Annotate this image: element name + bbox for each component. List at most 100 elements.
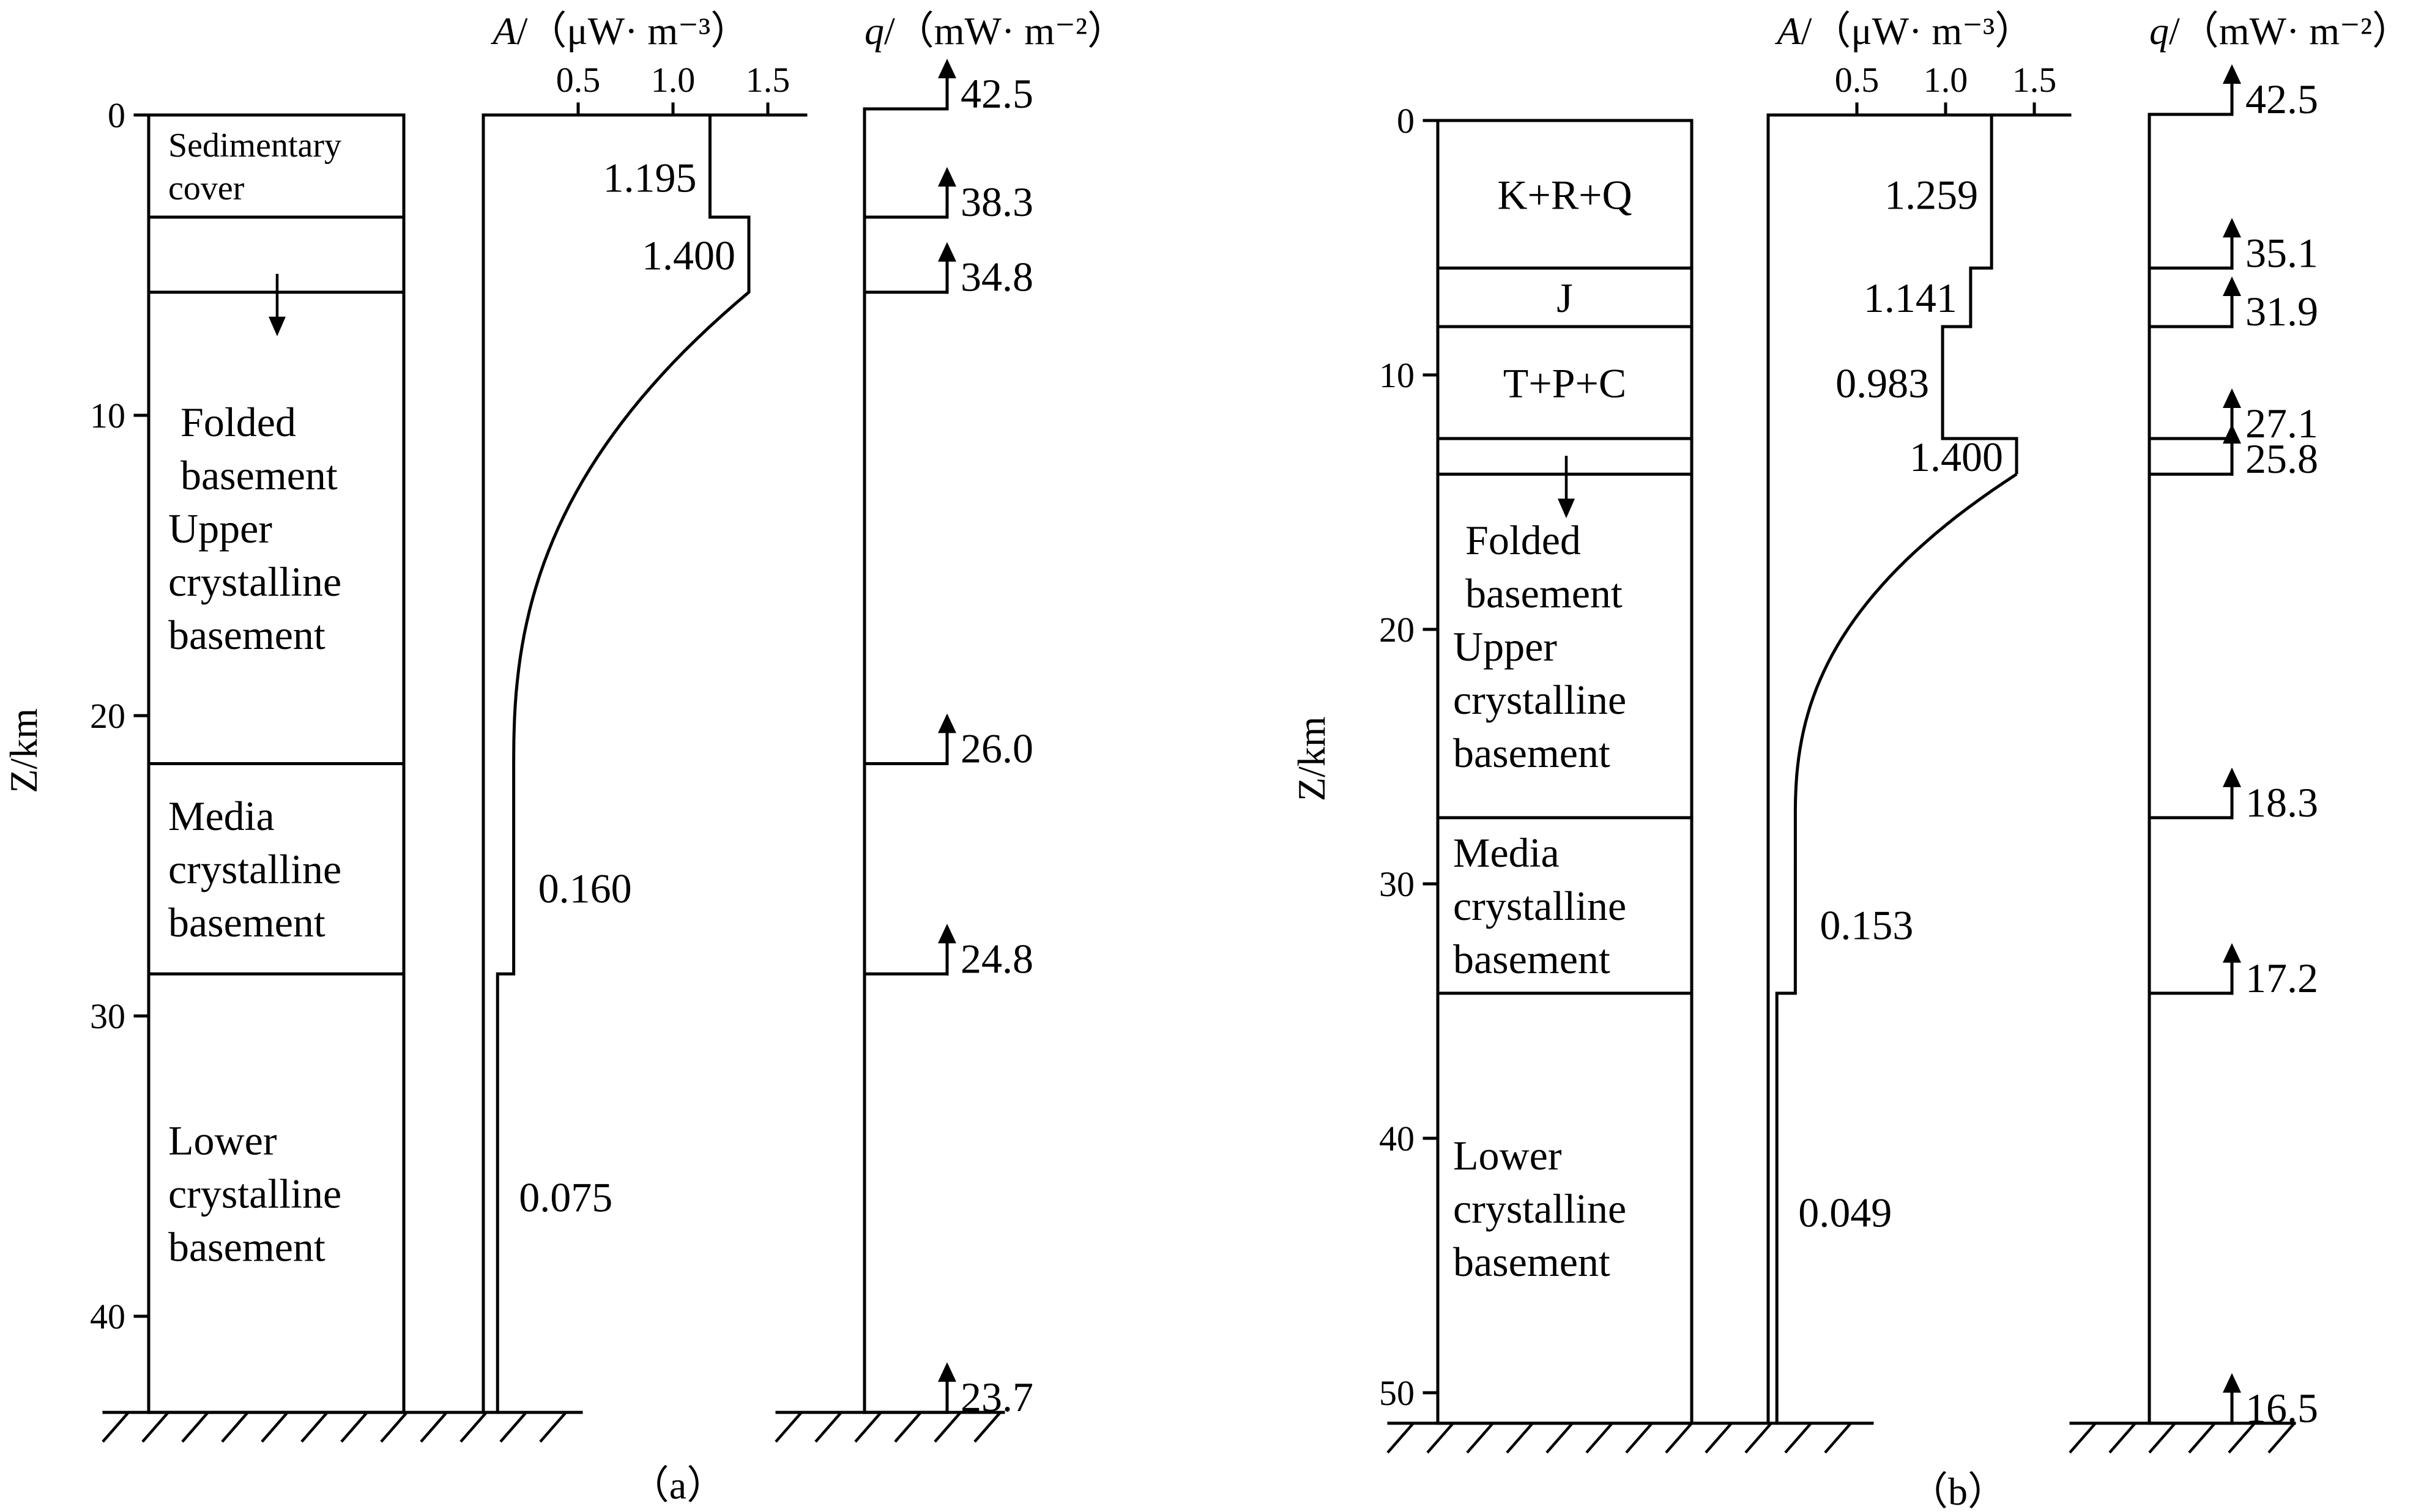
heat-flow-symbol: q <box>865 9 884 53</box>
heat-production-tick-label: 1.5 <box>746 60 790 100</box>
ground-hatch <box>1386 1422 1415 1454</box>
heat-flow-arrow-head <box>2223 276 2241 296</box>
heat-flow-units: /（mW· m⁻²） <box>2169 9 2411 53</box>
down-arrow-head <box>1558 498 1575 519</box>
layer-label: basement <box>1453 1239 1610 1285</box>
heat-production-value-label: 0.983 <box>1835 360 1929 406</box>
depth-tick-label: 30 <box>1379 864 1415 904</box>
layer-label: Media <box>168 793 275 839</box>
layer-label: Upper <box>1453 623 1557 670</box>
ground-hatch <box>1466 1422 1494 1454</box>
heat-flow-arrow-head <box>938 924 956 944</box>
layer-label: Sedimentary <box>168 127 341 165</box>
heat-production-tick-label: 1.0 <box>1924 60 1968 100</box>
ground-hatch <box>934 1411 962 1443</box>
heat-flow-arrow-head <box>2223 64 2241 84</box>
heat-production-value-label: 1.141 <box>1864 275 1957 321</box>
heat-flow-arrow-head <box>938 713 956 733</box>
heat-production-symbol: A <box>491 9 518 53</box>
heat-production-value-label: 0.153 <box>1820 902 1913 948</box>
ground-hatch <box>1625 1422 1653 1454</box>
heat-flow-arrow-head <box>2223 218 2241 238</box>
heat-production-value-label: 0.075 <box>519 1174 612 1221</box>
ground-hatch <box>894 1411 922 1443</box>
heat-production-value-label: 1.400 <box>1910 434 2003 480</box>
heat-flow-arrow-head <box>2223 424 2241 444</box>
ground-hatch <box>2267 1422 2296 1454</box>
ground-hatch <box>1506 1422 1534 1454</box>
ground-hatch <box>102 1411 130 1443</box>
heat-production-tick-label: 0.5 <box>556 60 601 100</box>
heat-production-value-label: 0.160 <box>538 865 632 911</box>
ground-hatch <box>854 1411 882 1443</box>
ground-hatch <box>141 1411 169 1443</box>
layer-label: basement <box>168 899 325 946</box>
heat-flow-arrow-head <box>2223 1373 2241 1393</box>
panel-b: 0 10 20 30 40 50 Z/km K+R+Q J T+P+C Folded basement… <box>1290 9 2411 1512</box>
layer-label: crystalline <box>1453 676 1626 723</box>
heat-production-header: A/（μW· m⁻³） <box>491 9 750 53</box>
heat-production-header: A/（μW· m⁻³） <box>1775 9 2034 53</box>
ground-hatch <box>459 1411 488 1443</box>
layer-label: Folded <box>1465 517 1581 563</box>
layer-label: T+P+C <box>1503 360 1626 406</box>
ground-hatch <box>1824 1422 1852 1454</box>
heat-production-value-label: 1.259 <box>1884 172 1978 218</box>
layer-label: basement <box>180 452 338 498</box>
heat-flow-units: /（mW· m⁻²） <box>884 9 1126 53</box>
ground-hatch <box>420 1411 448 1443</box>
layer-label: Lower <box>168 1117 277 1163</box>
ground-hatch <box>2108 1422 2136 1454</box>
ground-hatch <box>300 1411 329 1443</box>
heat-production-value-label: 0.049 <box>1798 1189 1892 1236</box>
panel-caption: （b） <box>1909 1470 2007 1512</box>
heat-flow-value-label: 17.2 <box>2245 955 2318 1001</box>
layer-label: J <box>1556 275 1572 321</box>
depth-tick-label: 20 <box>90 696 125 736</box>
layer-label: crystalline <box>1453 883 1626 929</box>
heat-production-units: /（μW· m⁻³） <box>517 9 750 53</box>
depth-tick-label: 50 <box>1379 1373 1415 1413</box>
panel-caption: （a） <box>630 1464 726 1507</box>
ground-hatch <box>221 1411 249 1443</box>
ground-hatch <box>2069 1422 2097 1454</box>
ground-hatch <box>1705 1422 1733 1454</box>
heat-production-tick-label: 0.5 <box>1835 60 1880 100</box>
heat-flow-value-label: 24.8 <box>961 935 1033 982</box>
ground-hatch <box>1744 1422 1772 1454</box>
heat-production-profile <box>496 113 751 1414</box>
heat-flow-value-label: 42.5 <box>961 70 1033 117</box>
depth-tick-label: 40 <box>90 1297 125 1336</box>
heat-flow-value-label: 26.0 <box>961 725 1033 772</box>
heat-production-symbol: A <box>1775 9 1802 53</box>
heat-flow-arrow-head <box>2223 767 2241 787</box>
ground-hatch <box>775 1411 803 1443</box>
heat-flow-arrow-head <box>938 242 956 262</box>
ground-hatch <box>2228 1422 2256 1454</box>
depth-tick-label: 20 <box>1379 610 1415 650</box>
heat-flow-value-label: 25.8 <box>2245 435 2318 482</box>
layer-label: basement <box>168 612 325 658</box>
heat-flow-value-label: 35.1 <box>2245 229 2318 276</box>
heat-production-units: /（μW· m⁻³） <box>1801 9 2034 53</box>
ground-hatch <box>1784 1422 1812 1454</box>
layer-label: basement <box>168 1223 325 1270</box>
depth-tick-label: 0 <box>1397 101 1415 141</box>
ground-hatch <box>499 1411 527 1443</box>
heat-flow-value-label: 34.8 <box>961 254 1033 300</box>
heat-flow-arrow-head <box>2223 388 2241 408</box>
ground-hatch <box>2188 1422 2216 1454</box>
heat-production-value-label: 1.195 <box>603 154 696 201</box>
layer-label: K+R+Q <box>1497 171 1632 218</box>
heat-flow-arrow-head <box>938 59 956 78</box>
layer-label: crystalline <box>1453 1185 1626 1232</box>
layer-label: basement <box>1465 570 1623 617</box>
layer-label: Upper <box>168 505 272 552</box>
ground-hatch <box>181 1411 209 1443</box>
layer-label: basement <box>1453 936 1610 982</box>
heat-flow-arrow-head <box>2223 943 2241 963</box>
layer-label: Media <box>1453 829 1560 876</box>
depth-tick-label: 40 <box>1379 1119 1415 1158</box>
ground-hatch <box>1585 1422 1613 1454</box>
